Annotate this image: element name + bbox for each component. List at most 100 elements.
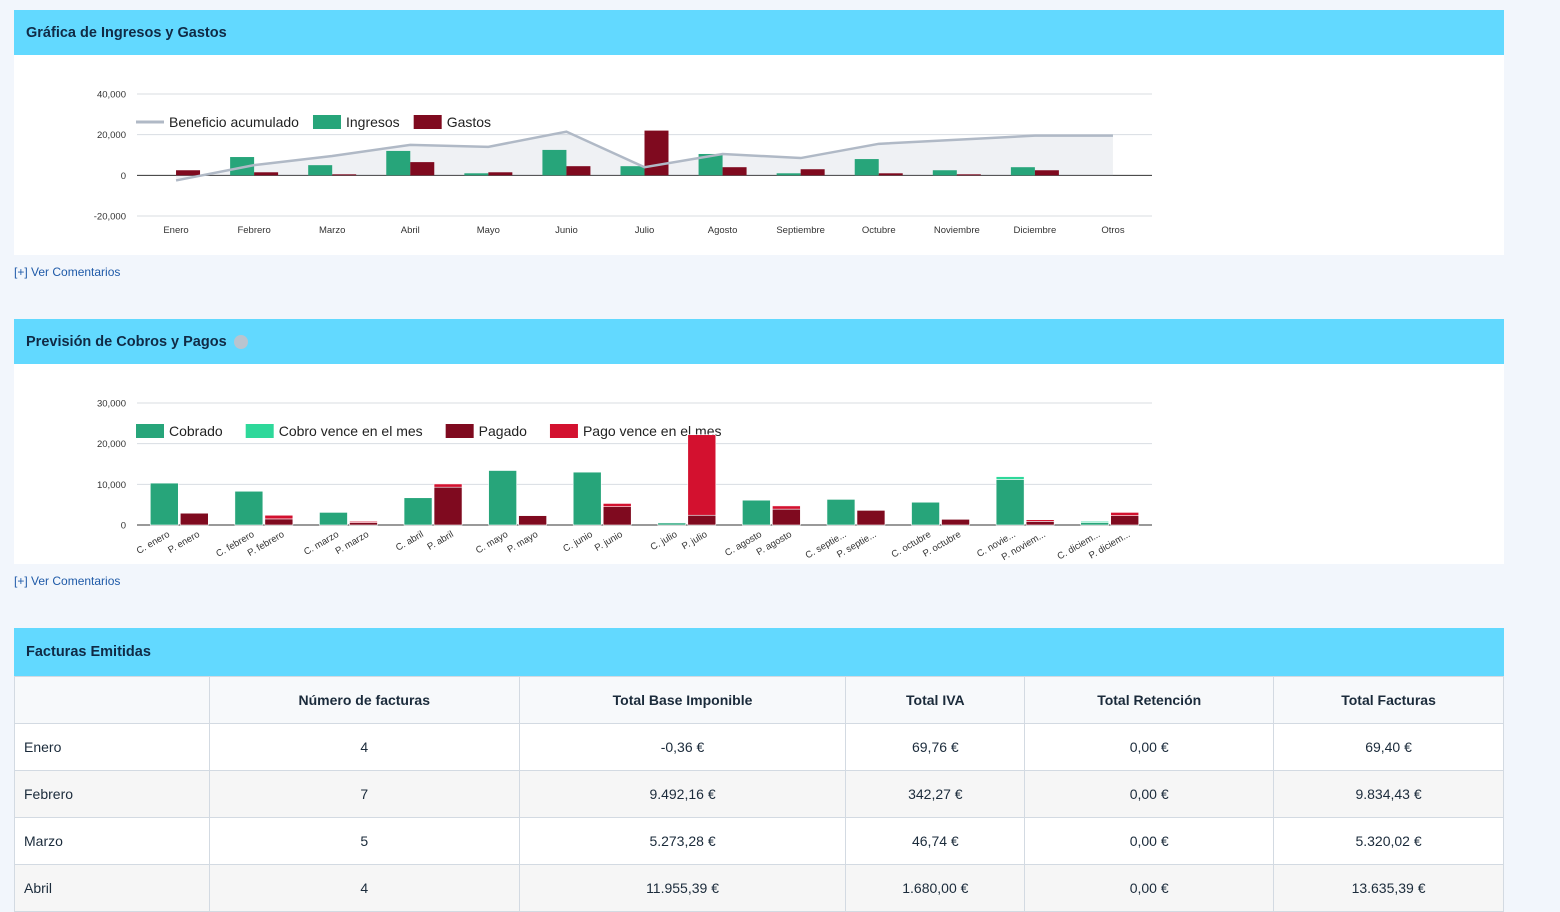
bar-gastos-abril (410, 162, 435, 176)
column-header[interactable]: Total Base Imponible (518, 676, 847, 724)
bar-gastos-noviembre (956, 174, 981, 176)
legend-label-cobro-vence-en-el-mes: Cobro vence en el mes (279, 423, 423, 439)
bar-cobrado-c-abril (403, 497, 433, 526)
x-tick-label: Julio (635, 225, 655, 236)
bar-ingresos-diciembre (1010, 167, 1035, 176)
income-expenses-panel: Gráfica de Ingresos y Gastos Beneficio a… (14, 10, 1504, 255)
legend-label-ingresos: Ingresos (346, 114, 400, 130)
x-tick-label: P. mayo (506, 529, 541, 555)
bar-ingresos-marzo (308, 165, 333, 176)
bar-gastos-diciembre (1034, 170, 1059, 176)
x-tick-label: Octubre (862, 225, 896, 236)
panel-title: Previsión de Cobros y Pagos (26, 333, 227, 350)
ver-comentarios-link[interactable]: [+] Ver Comentarios (14, 574, 121, 588)
legend-label-pagado: Pagado (479, 423, 527, 439)
column-header[interactable]: Total Facturas (1273, 676, 1504, 724)
table-row: Enero 4 -0,36 € 69,76 € 0,00 € 69,40 € (14, 723, 1504, 771)
panel-title: Facturas Emitidas (26, 644, 151, 660)
x-tick-label: P. junio (593, 529, 625, 554)
cell-month: Febrero (14, 770, 210, 818)
bar-pagado-p-octubre (941, 519, 970, 526)
x-tick-label: Junio (555, 225, 578, 236)
bar-gastos-septiembre (800, 169, 825, 176)
bar-pago-vence-en-el-mes-p-julio (687, 434, 717, 516)
bar-pagado-p-abril (433, 486, 463, 526)
bar-cobrado-c-mayo (488, 470, 517, 526)
y-tick-label: 0 (121, 171, 126, 182)
bar-pagado-p-junio (602, 506, 632, 526)
x-tick-label: Otros (1101, 225, 1124, 236)
beneficio-line (175, 130, 1113, 182)
x-tick-label: Mayo (477, 225, 500, 236)
column-header[interactable]: Total Retención (1024, 676, 1275, 724)
y-tick-label: -20,000 (94, 212, 126, 223)
bar-ingresos-octubre (854, 159, 879, 176)
bar-ingresos-agosto (698, 153, 723, 176)
bar-gastos-julio (644, 130, 669, 176)
cell-total: 13.635,39 € (1273, 864, 1504, 912)
y-tick-label: 20,000 (97, 130, 126, 141)
facturas-emitidas-panel: Facturas Emitidas Número de facturas Tot… (14, 628, 1504, 912)
bar-gastos-febrero (254, 172, 279, 176)
cell-base: 9.492,16 € (518, 770, 847, 818)
cell-count: 4 (208, 723, 520, 771)
bar-cobrado-c-febrero (234, 490, 264, 526)
bar-cobrado-c-julio (657, 522, 687, 526)
legend-swatch-ingresos (312, 115, 341, 129)
x-tick-label: Noviembre (934, 225, 980, 236)
column-header[interactable]: Número de facturas (208, 676, 520, 724)
bar-pagado-p-septie (856, 510, 886, 526)
table-row: Febrero 7 9.492,16 € 342,27 € 0,00 € 9.8… (14, 770, 1504, 818)
income-expenses-chart: Beneficio acumulado Ingresos Gastos 40,000 2… (94, 90, 1152, 236)
x-tick-label: Diciembre (1014, 225, 1057, 236)
bar-gastos-agosto (722, 167, 747, 176)
help-icon[interactable] (233, 334, 248, 349)
cobros-pagos-panel: Previsión de Cobros y Pagos Cobrado Cobro… (14, 319, 1504, 564)
bar-gastos-junio (566, 166, 591, 176)
cell-iva: 46,74 € (845, 817, 1026, 865)
x-tick-label: Febrero (237, 225, 270, 236)
cell-iva: 69,76 € (845, 723, 1026, 771)
ver-comentarios-link[interactable]: [+] Ver Comentarios (14, 265, 121, 279)
bar-ingresos-julio (620, 166, 645, 176)
bar-cobrado-c-octubre (911, 501, 940, 526)
cell-iva: 1.680,00 € (845, 864, 1026, 912)
bar-gastos-octubre (878, 173, 903, 176)
x-tick-label: Abril (401, 225, 420, 236)
bar-pago-vence-en-el-mes-p-noviem (1025, 519, 1055, 522)
bar-cobrado-c-diciem (1080, 522, 1110, 526)
bar-gastos-mayo (488, 172, 513, 176)
bar-gastos-enero (176, 170, 201, 176)
bar-ingresos-septiembre (776, 173, 801, 176)
x-tick-label: Septiembre (776, 225, 825, 236)
column-header[interactable]: Total IVA (845, 676, 1026, 724)
bar-gastos-marzo (332, 174, 357, 176)
bar-pago-vence-en-el-mes-p-febrero (264, 514, 294, 520)
bar-cobrado-c-novie (995, 479, 1025, 526)
cell-retencion: 0,00 € (1024, 864, 1275, 912)
cell-total: 5.320,02 € (1273, 817, 1504, 865)
x-tick-label: C. mayo (474, 529, 510, 556)
x-tick-label: C. marzo (302, 529, 341, 558)
y-tick-label: 40,000 (97, 90, 126, 101)
bar-ingresos-junio (542, 149, 567, 176)
legend-label-pago-vence-en-el-mes: Pago vence en el mes (583, 423, 722, 439)
panel-header: Previsión de Cobros y Pagos (14, 319, 1504, 364)
chart-area: Beneficio acumulado Ingresos Gastos 40,000 2… (14, 55, 1504, 255)
x-tick-label: P. julio (680, 529, 709, 552)
cell-total: 9.834,43 € (1273, 770, 1504, 818)
cell-count: 5 (208, 817, 520, 865)
legend-label-gastos: Gastos (447, 114, 491, 130)
bar-pago-vence-en-el-mes-p-diciem (1110, 512, 1140, 516)
legend-label-cobrado: Cobrado (169, 423, 223, 439)
cell-base: 11.955,39 € (518, 864, 847, 912)
bar-pagado-p-febrero (264, 518, 294, 526)
cell-count: 7 (208, 770, 520, 818)
legend-label-beneficio-acumulado: Beneficio acumulado (169, 114, 299, 130)
panel-header: Facturas Emitidas (14, 628, 1504, 676)
cell-retencion: 0,00 € (1024, 770, 1275, 818)
x-tick-label: Agosto (708, 225, 738, 236)
x-tick-label: C. junio (561, 529, 594, 555)
column-header (14, 676, 210, 724)
x-tick-label: P. abril (425, 529, 455, 553)
